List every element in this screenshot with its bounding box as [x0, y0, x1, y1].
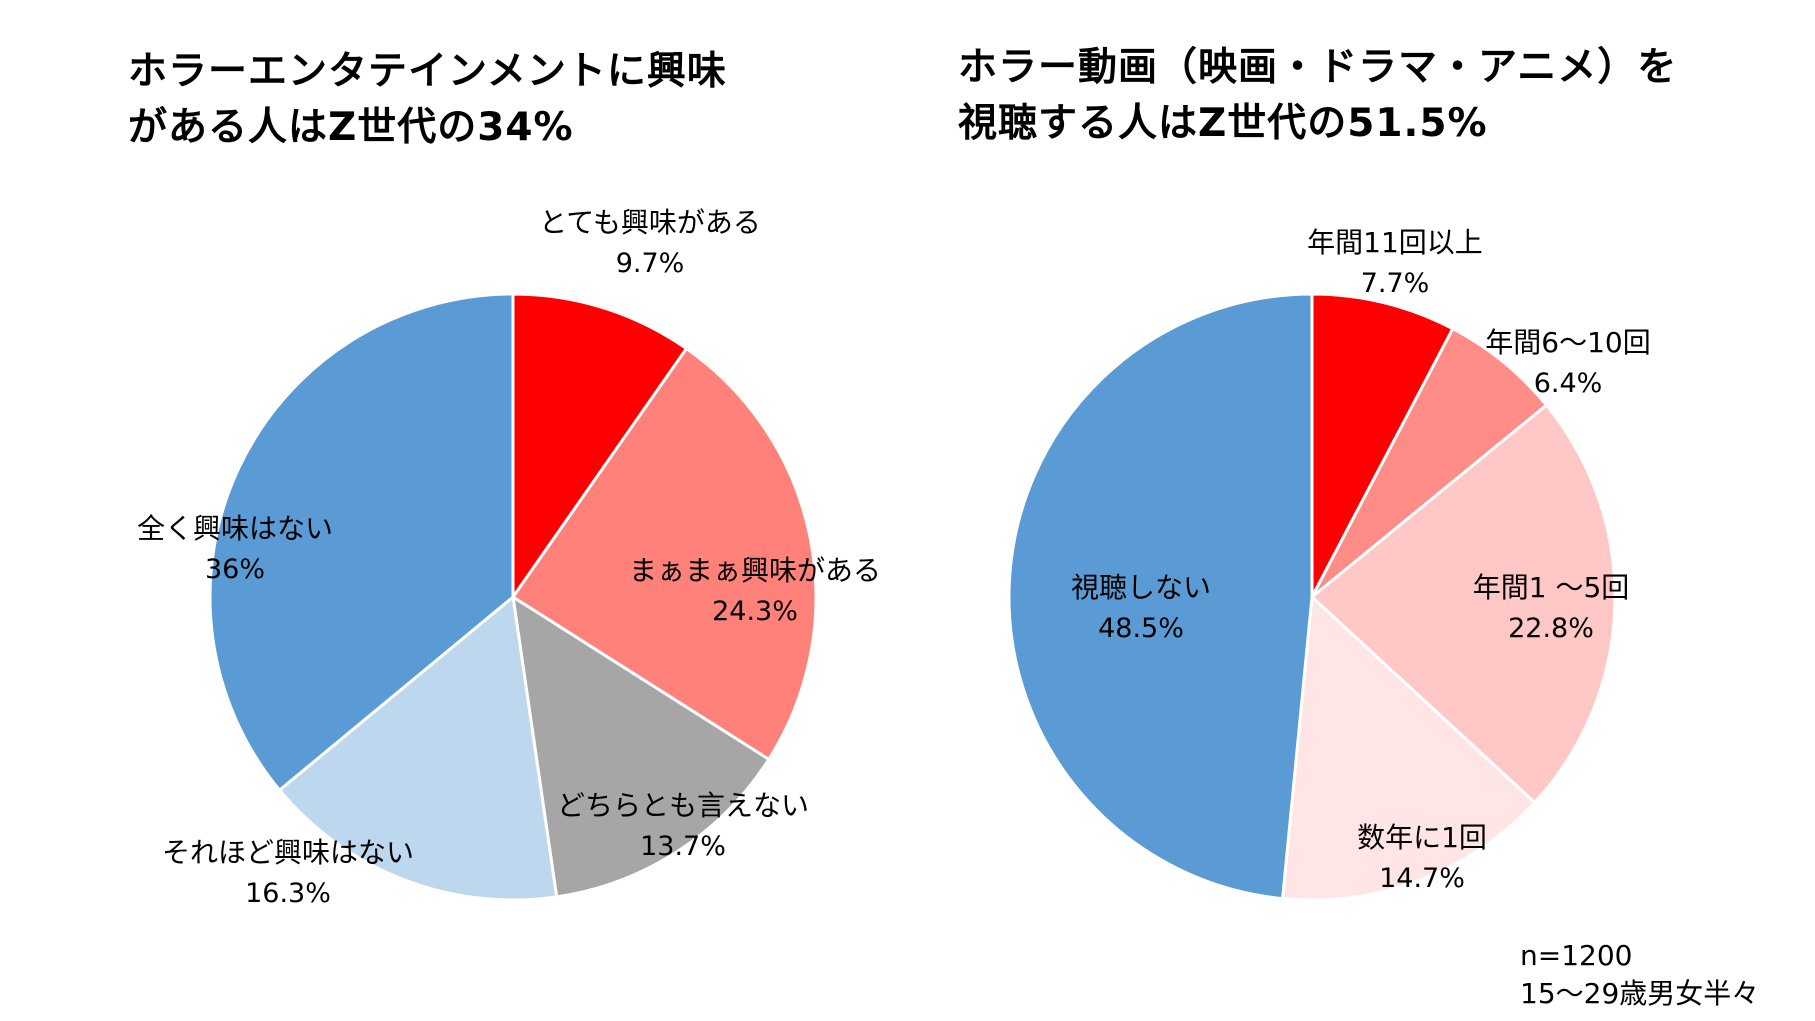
slice-label: 年間6～10回 [1485, 326, 1650, 359]
chart-title-line: ホラーエンタテインメントに興味 [128, 49, 727, 94]
sample-population: 15～29歳男女半々 [1520, 977, 1760, 1010]
chart-title-line: ホラー動画（映画・ドラマ・アニメ）を [958, 45, 1678, 90]
slice-label: まぁまぁ興味がある [629, 554, 881, 587]
slice-label: 視聴しない [1071, 571, 1211, 604]
slice-label: とても興味がある [539, 206, 761, 239]
slice-label: それほど興味はない [162, 836, 414, 869]
slice-value-label: 9.7% [616, 248, 685, 279]
pie-slice [511, 347, 818, 761]
slice-value-label: 13.7% [640, 831, 726, 862]
slice-value-label: 14.7% [1379, 863, 1465, 894]
pie-slice [1310, 327, 1548, 599]
slice-value-label: 6.4% [1534, 368, 1603, 399]
pie-slice [208, 292, 515, 792]
chart-title-line: 視聴する人はZ世代の51.5% [958, 101, 1488, 146]
pie-slice [1310, 403, 1617, 805]
pie-slice [511, 292, 688, 599]
slice-value-label: 24.3% [712, 596, 798, 627]
pie-slice [1281, 595, 1537, 902]
chart-title-line: がある人はZ世代の34% [128, 105, 574, 150]
slice-label: 全く興味はない [137, 512, 333, 545]
slice-label: 数年に1回 [1357, 821, 1487, 854]
pie-chart-1: とても興味がある 9.7% まぁまぁ興味がある 24.3% どちらとも言えない 13.7%… [137, 206, 881, 909]
slice-value-label: 16.3% [245, 878, 331, 909]
sample-size: n=1200 [1520, 939, 1633, 972]
slice-value-label: 36% [205, 554, 265, 585]
slice-label: 年間1 ～5回 [1473, 571, 1630, 604]
pie-slice [1310, 292, 1455, 599]
sample-note: n=1200 15～29歳男女半々 [1520, 937, 1759, 1013]
slice-label: 年間11回以上 [1307, 226, 1483, 259]
pie-chart-2: 年間11回以上 7.7% 年間6～10回 6.4% 年間1 ～5回 22.8% 数年に1回 1… [1007, 226, 1651, 902]
pie-slice [511, 595, 771, 899]
chart-title-viewing: ホラー動画（映画・ドラマ・アニメ）を 視聴する人はZ世代の51.5% [958, 40, 1677, 152]
slice-value-label: 48.5% [1098, 613, 1184, 644]
slice-value-label: 22.8% [1508, 613, 1594, 644]
slice-label: どちらとも言えない [557, 789, 809, 822]
pie-slice [1007, 292, 1314, 901]
pie-slice [278, 595, 559, 902]
slice-value-label: 7.7% [1361, 268, 1430, 299]
chart-title-interest: ホラーエンタテインメントに興味 がある人はZ世代の34% [128, 44, 727, 156]
